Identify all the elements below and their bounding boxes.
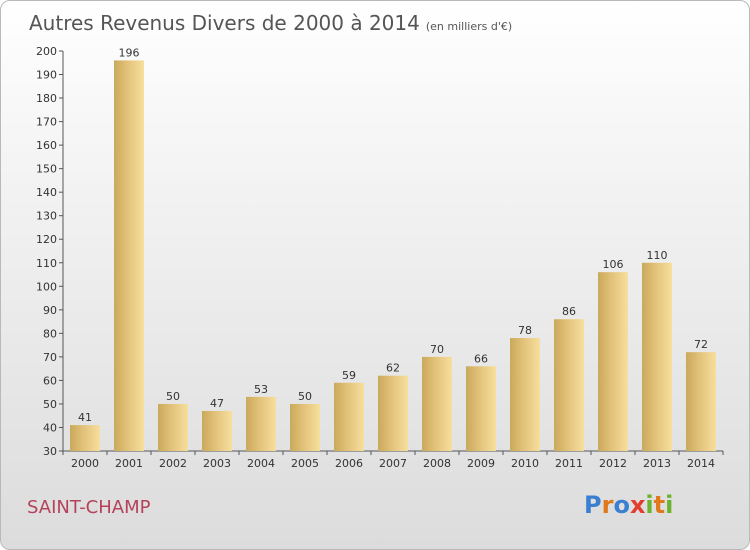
bar-2011	[554, 319, 584, 451]
bar-2013	[642, 262, 672, 451]
logo-letter: o	[613, 491, 630, 519]
chart-title-text: Autres Revenus Divers de 2000 à 2014	[29, 11, 420, 35]
data-label-2000: 41	[78, 411, 92, 424]
logo-letter: P	[584, 491, 602, 519]
x-tick-label: 2006	[335, 457, 363, 470]
data-label-2014: 72	[694, 338, 708, 351]
chart-data-labels: 41 196 50 47 53 50 59 62 70 66 78 86 106 110 72	[78, 46, 708, 424]
logo-letter: i	[645, 491, 654, 519]
data-label-2006: 59	[342, 369, 356, 382]
y-tick-label: 150	[36, 163, 57, 176]
x-tick-label: 2010	[511, 457, 539, 470]
data-label-2012: 106	[603, 258, 624, 271]
x-tick-label: 2013	[643, 457, 671, 470]
x-tick-label: 2009	[467, 457, 495, 470]
data-label-2004: 53	[254, 383, 268, 396]
chart-axes: 30 40 50 60 70 80 90 100 110 120 130 140 150 160 170 18…	[36, 45, 724, 470]
x-tick-label: 2000	[71, 457, 99, 470]
bar-2006	[334, 382, 364, 451]
y-tick-label: 40	[43, 421, 57, 434]
data-label-2007: 62	[386, 362, 400, 375]
data-label-2008: 70	[430, 343, 444, 356]
bar-2007	[378, 375, 408, 451]
x-tick-label: 2002	[159, 457, 187, 470]
bar-2000	[70, 425, 100, 451]
bar-2001	[114, 60, 144, 451]
logo-letter: i	[665, 491, 674, 519]
y-tick-label: 60	[43, 374, 57, 387]
proxiti-logo: Proxiti	[584, 491, 673, 519]
y-tick-label: 30	[43, 445, 57, 458]
x-tick-label: 2005	[291, 457, 319, 470]
bar-2008	[422, 356, 452, 451]
y-tick-label: 70	[43, 351, 57, 364]
y-tick-label: 50	[43, 398, 57, 411]
data-label-2005: 50	[298, 390, 312, 403]
bar-2012	[598, 272, 628, 451]
x-tick-label: 2014	[687, 457, 715, 470]
y-tick-label: 160	[36, 139, 57, 152]
x-tick-label: 2001	[115, 457, 143, 470]
y-tick-label: 100	[36, 280, 57, 293]
logo-letter: x	[629, 491, 646, 519]
x-tick-label: 2003	[203, 457, 231, 470]
x-tick-label: 2008	[423, 457, 451, 470]
data-label-2003: 47	[210, 397, 224, 410]
y-tick-label: 80	[43, 327, 57, 340]
chart-subtitle: (en milliers d'€)	[425, 20, 513, 33]
y-tick-label: 140	[36, 186, 57, 199]
y-tick-label: 90	[43, 304, 57, 317]
y-tick-label: 130	[36, 210, 57, 223]
data-label-2001: 196	[119, 46, 140, 59]
x-tick-label: 2004	[247, 457, 275, 470]
data-label-2009: 66	[474, 352, 488, 365]
x-tick-label: 2011	[555, 457, 583, 470]
data-label-2002: 50	[166, 390, 180, 403]
y-tick-label: 110	[36, 257, 57, 270]
data-label-2013: 110	[647, 249, 668, 262]
bar-2004	[246, 396, 276, 451]
bar-2009	[466, 366, 496, 451]
data-label-2011: 86	[562, 305, 576, 318]
x-tick-label: 2007	[379, 457, 407, 470]
bar-2003	[202, 411, 232, 451]
x-tick-label: 2012	[599, 457, 627, 470]
data-label-2010: 78	[518, 324, 532, 337]
y-tick-label: 170	[36, 116, 57, 129]
y-tick-label: 190	[36, 69, 57, 82]
chart-bars	[70, 60, 716, 451]
commune-name: SAINT-CHAMP	[27, 497, 151, 518]
bar-2014	[686, 352, 716, 451]
bar-2010	[510, 338, 540, 451]
y-tick-label: 120	[36, 233, 57, 246]
chart-title: Autres Revenus Divers de 2000 à 2014 (en …	[29, 11, 512, 35]
bar-2005	[290, 403, 320, 451]
y-tick-label: 200	[36, 45, 57, 58]
bar-2002	[158, 403, 188, 451]
logo-letter: r	[601, 491, 614, 519]
y-tick-label: 180	[36, 92, 57, 105]
logo-letter: t	[653, 491, 666, 519]
